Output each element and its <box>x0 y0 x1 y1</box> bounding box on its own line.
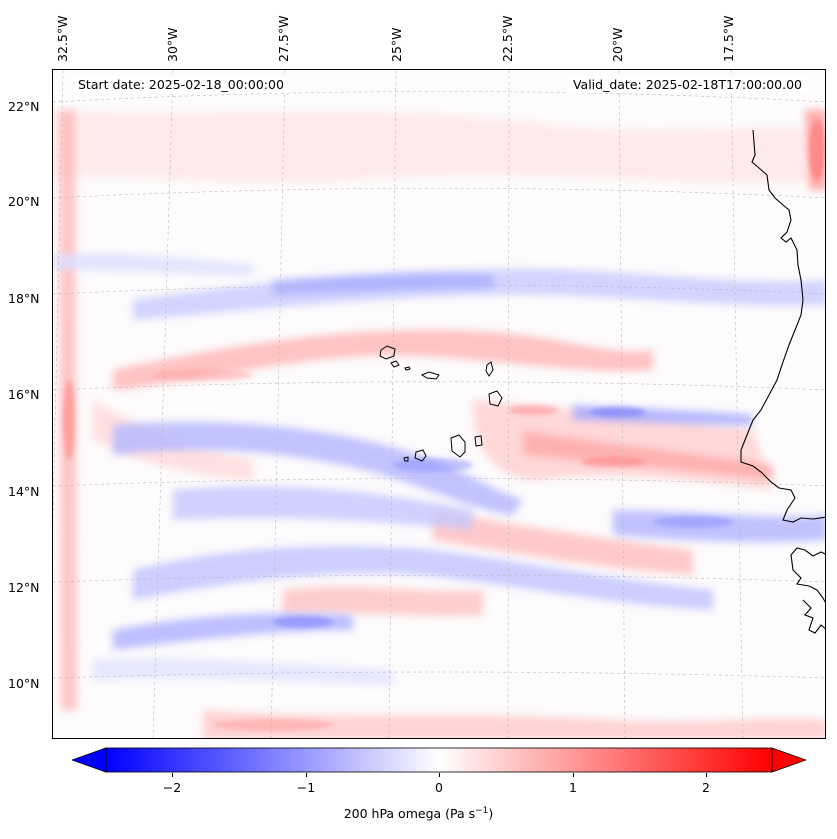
cb-tick-minus2: −2 <box>162 780 182 795</box>
colorbar-label: 200 hPa omega (Pa s−1) <box>0 806 837 821</box>
colorbar-gradient <box>105 747 773 773</box>
cb-tick-1: 1 <box>569 780 577 795</box>
cb-tickmark-minus2 <box>172 773 173 777</box>
negative-core-11n <box>273 616 333 628</box>
positive-core-15-5n-east <box>508 405 558 415</box>
omega-shading-detail <box>63 120 825 731</box>
lat-label-14n: 14°N <box>8 484 40 499</box>
positive-band-south <box>203 710 825 738</box>
omega-field-map <box>53 70 825 738</box>
negative-core-15-5n <box>590 407 646 417</box>
island-santiago <box>450 434 466 458</box>
negative-core-15n <box>393 458 473 472</box>
island-sal <box>485 361 494 377</box>
colorbar-extend-min <box>72 747 107 773</box>
negative-band-12-5n <box>133 546 713 610</box>
cb-tick-2: 2 <box>702 780 710 795</box>
negative-band-15n <box>113 421 523 515</box>
positive-band-14-5n <box>523 430 773 480</box>
lat-label-20n: 20°N <box>8 194 40 209</box>
island-fogo <box>414 449 427 462</box>
positive-core-east-21n <box>809 120 825 180</box>
island-sao-vicente <box>390 360 400 368</box>
cb-tickmark-1 <box>573 773 574 777</box>
lat-label-22n: 22°N <box>8 99 40 114</box>
graticule <box>53 70 825 738</box>
lon-label-32-5w: 32.5°W <box>55 15 70 62</box>
valid-date-label: Valid_date: 2025-02-18T17:00:00.00 <box>567 76 807 93</box>
negative-band-10n <box>93 658 393 685</box>
lon-label-20w: 20°W <box>610 27 625 62</box>
cb-tickmark-minus1 <box>306 773 307 777</box>
island-sao-nicolau <box>420 371 440 380</box>
cb-tickmark-2 <box>706 773 707 777</box>
cb-tickmark-0 <box>439 773 440 777</box>
lon-label-22-5w: 22.5°W <box>500 15 515 62</box>
positive-band-north <box>53 110 825 183</box>
island-boa-vista <box>488 390 503 407</box>
map-panel[interactable] <box>52 69 826 739</box>
lat-label-18n: 18°N <box>8 291 40 306</box>
lat-label-10n: 10°N <box>8 676 40 691</box>
positive-band-11n <box>283 586 483 616</box>
island-santo-antao <box>379 345 396 360</box>
cape-verde-islands <box>379 345 503 462</box>
cb-tick-minus1: −1 <box>296 780 316 795</box>
lon-label-17-5w: 17.5°W <box>721 15 736 62</box>
colorbar-label-end: ) <box>488 806 494 822</box>
lat-label-12n: 12°N <box>8 580 40 595</box>
positive-core-16n <box>153 369 253 381</box>
negative-band-14n <box>173 486 473 530</box>
lat-label-16n: 16°N <box>8 387 40 402</box>
positive-core-south-edge <box>213 719 333 731</box>
colorbar <box>72 747 806 773</box>
negative-band-19n-west <box>53 253 253 275</box>
island-maio <box>474 435 483 447</box>
colorbar-label-sup: −1 <box>475 806 489 816</box>
island-brava <box>403 456 409 462</box>
lon-label-25w: 25°W <box>389 27 404 62</box>
positive-core-west-15n <box>63 380 75 460</box>
negative-band-17-5n <box>273 272 493 295</box>
lon-label-27-5w: 27.5°W <box>276 15 291 62</box>
lon-label-30w: 30°W <box>165 27 180 62</box>
negative-core-13n <box>653 516 733 528</box>
start-date-label: Start date: 2025-02-18_00:00:00 <box>73 76 289 93</box>
positive-core-14n <box>581 457 645 467</box>
coastline-west-africa <box>740 129 825 634</box>
positive-band-13n <box>433 510 693 575</box>
cb-tick-0: 0 <box>435 780 443 795</box>
island-santa-luzia <box>404 366 411 371</box>
colorbar-label-main: 200 hPa omega (Pa s <box>343 806 476 822</box>
colorbar-extend-max <box>771 747 806 773</box>
positive-band-16n <box>113 329 653 390</box>
